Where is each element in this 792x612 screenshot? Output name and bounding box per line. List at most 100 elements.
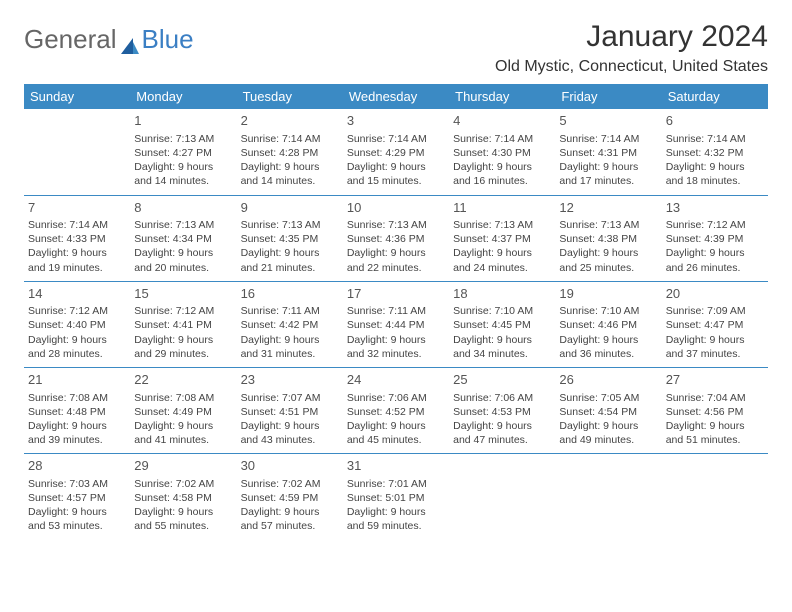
day-info-line: Sunset: 4:36 PM <box>347 232 445 246</box>
calendar-day-cell: 21Sunrise: 7:08 AMSunset: 4:48 PMDayligh… <box>24 367 130 453</box>
day-number: 14 <box>28 285 126 303</box>
calendar-day-cell <box>449 454 555 540</box>
day-info-line: and 18 minutes. <box>666 174 764 188</box>
day-info-line: Sunrise: 7:13 AM <box>347 218 445 232</box>
day-info-line: Sunset: 4:54 PM <box>559 405 657 419</box>
calendar-day-cell: 12Sunrise: 7:13 AMSunset: 4:38 PMDayligh… <box>555 195 661 281</box>
day-info-line: and 47 minutes. <box>453 433 551 447</box>
day-number: 13 <box>666 199 764 217</box>
calendar-day-cell: 20Sunrise: 7:09 AMSunset: 4:47 PMDayligh… <box>662 281 768 367</box>
weekday-header: Tuesday <box>237 84 343 109</box>
brand-logo: General Blue <box>24 24 194 55</box>
day-info-line: Sunset: 4:33 PM <box>28 232 126 246</box>
day-info-line: and 20 minutes. <box>134 261 232 275</box>
day-number: 22 <box>134 371 232 389</box>
day-number: 1 <box>134 112 232 130</box>
day-number: 28 <box>28 457 126 475</box>
day-info-line: Sunset: 4:29 PM <box>347 146 445 160</box>
day-info-line: Daylight: 9 hours <box>241 160 339 174</box>
day-number: 19 <box>559 285 657 303</box>
day-info-line: Sunrise: 7:06 AM <box>347 391 445 405</box>
day-info-line: Sunrise: 7:13 AM <box>241 218 339 232</box>
weekday-header: Sunday <box>24 84 130 109</box>
day-info-line: Daylight: 9 hours <box>134 333 232 347</box>
day-info-line: Sunrise: 7:10 AM <box>559 304 657 318</box>
brand-sail-icon <box>120 31 140 49</box>
day-info-line: Daylight: 9 hours <box>559 160 657 174</box>
day-number: 15 <box>134 285 232 303</box>
calendar-day-cell: 13Sunrise: 7:12 AMSunset: 4:39 PMDayligh… <box>662 195 768 281</box>
month-title: January 2024 <box>495 20 768 54</box>
day-info-line: and 43 minutes. <box>241 433 339 447</box>
day-info-line: Sunrise: 7:11 AM <box>241 304 339 318</box>
day-info-line: Daylight: 9 hours <box>666 333 764 347</box>
day-info-line: Sunrise: 7:13 AM <box>559 218 657 232</box>
calendar-day-cell <box>662 454 768 540</box>
day-info-line: Daylight: 9 hours <box>134 419 232 433</box>
day-number: 21 <box>28 371 126 389</box>
day-info-line: Sunrise: 7:14 AM <box>559 132 657 146</box>
calendar-day-cell: 2Sunrise: 7:14 AMSunset: 4:28 PMDaylight… <box>237 109 343 195</box>
day-info-line: Daylight: 9 hours <box>241 505 339 519</box>
day-info-line: Sunset: 4:34 PM <box>134 232 232 246</box>
day-number: 8 <box>134 199 232 217</box>
calendar-day-cell: 15Sunrise: 7:12 AMSunset: 4:41 PMDayligh… <box>130 281 236 367</box>
day-info-line: Daylight: 9 hours <box>666 419 764 433</box>
calendar-day-cell: 10Sunrise: 7:13 AMSunset: 4:36 PMDayligh… <box>343 195 449 281</box>
brand-part1: General <box>24 24 117 55</box>
day-number: 6 <box>666 112 764 130</box>
day-info-line: Sunrise: 7:13 AM <box>453 218 551 232</box>
day-info-line: and 24 minutes. <box>453 261 551 275</box>
calendar-day-cell: 1 Sunrise: 7:13 AMSunset: 4:27 PMDaylight… <box>130 109 236 195</box>
day-info-line: Sunrise: 7:14 AM <box>453 132 551 146</box>
weekday-header: Friday <box>555 84 661 109</box>
day-info-line: and 59 minutes. <box>347 519 445 533</box>
calendar-week-row: 28Sunrise: 7:03 AMSunset: 4:57 PMDayligh… <box>24 454 768 540</box>
calendar-day-cell: 6Sunrise: 7:14 AMSunset: 4:32 PMDaylight… <box>662 109 768 195</box>
day-number: 16 <box>241 285 339 303</box>
location-text: Old Mystic, Connecticut, United States <box>495 58 768 76</box>
day-info-line: Daylight: 9 hours <box>28 419 126 433</box>
day-info-line: Daylight: 9 hours <box>453 419 551 433</box>
calendar-day-cell <box>555 454 661 540</box>
calendar-day-cell <box>24 109 130 195</box>
day-info-line: Sunset: 4:52 PM <box>347 405 445 419</box>
day-info-line: and 28 minutes. <box>28 347 126 361</box>
day-info-line: and 51 minutes. <box>666 433 764 447</box>
calendar-day-cell: 26Sunrise: 7:05 AMSunset: 4:54 PMDayligh… <box>555 367 661 453</box>
day-info-line: Daylight: 9 hours <box>347 333 445 347</box>
header: General Blue January 2024 Old Mystic, Co… <box>24 20 768 76</box>
day-number: 20 <box>666 285 764 303</box>
calendar-day-cell: 17Sunrise: 7:11 AMSunset: 4:44 PMDayligh… <box>343 281 449 367</box>
day-info-line: and 41 minutes. <box>134 433 232 447</box>
day-info-line: Sunset: 4:37 PM <box>453 232 551 246</box>
day-info-line: and 36 minutes. <box>559 347 657 361</box>
weekday-header: Saturday <box>662 84 768 109</box>
calendar-day-cell: 11Sunrise: 7:13 AMSunset: 4:37 PMDayligh… <box>449 195 555 281</box>
weekday-header: Monday <box>130 84 236 109</box>
day-info-line: Sunset: 4:42 PM <box>241 318 339 332</box>
day-info-line: and 31 minutes. <box>241 347 339 361</box>
calendar-week-row: 21Sunrise: 7:08 AMSunset: 4:48 PMDayligh… <box>24 367 768 453</box>
day-info-line: Daylight: 9 hours <box>134 160 232 174</box>
day-info-line: Daylight: 9 hours <box>241 246 339 260</box>
day-number: 2 <box>241 112 339 130</box>
day-info-line: and 29 minutes. <box>134 347 232 361</box>
day-info-line: and 17 minutes. <box>559 174 657 188</box>
day-number: 5 <box>559 112 657 130</box>
calendar-day-cell: 29Sunrise: 7:02 AMSunset: 4:58 PMDayligh… <box>130 454 236 540</box>
calendar-day-cell: 19Sunrise: 7:10 AMSunset: 4:46 PMDayligh… <box>555 281 661 367</box>
day-info-line: Sunset: 4:53 PM <box>453 405 551 419</box>
calendar-header-row: SundayMondayTuesdayWednesdayThursdayFrid… <box>24 84 768 109</box>
day-info-line: Sunrise: 7:13 AM <box>134 132 232 146</box>
calendar-day-cell: 5 Sunrise: 7:14 AMSunset: 4:31 PMDaylight… <box>555 109 661 195</box>
day-info-line: Sunrise: 7:11 AM <box>347 304 445 318</box>
day-info-line: and 37 minutes. <box>666 347 764 361</box>
day-info-line: Sunset: 4:30 PM <box>453 146 551 160</box>
day-info-line: Daylight: 9 hours <box>347 246 445 260</box>
day-info-line: Sunset: 4:31 PM <box>559 146 657 160</box>
calendar-day-cell: 28Sunrise: 7:03 AMSunset: 4:57 PMDayligh… <box>24 454 130 540</box>
day-info-line: Sunset: 4:40 PM <box>28 318 126 332</box>
day-info-line: Sunset: 4:35 PM <box>241 232 339 246</box>
day-info-line: Sunset: 4:27 PM <box>134 146 232 160</box>
